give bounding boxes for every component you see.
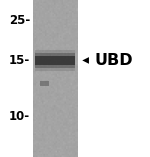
Bar [34, 53, 75, 68]
Text: 15-: 15- [9, 54, 30, 67]
Text: 10-: 10- [9, 110, 30, 123]
Bar [33, 0, 78, 157]
Bar [40, 81, 49, 86]
Text: UBD: UBD [94, 53, 133, 68]
Bar [34, 56, 75, 65]
Bar [34, 50, 75, 71]
Text: 25-: 25- [9, 14, 30, 27]
